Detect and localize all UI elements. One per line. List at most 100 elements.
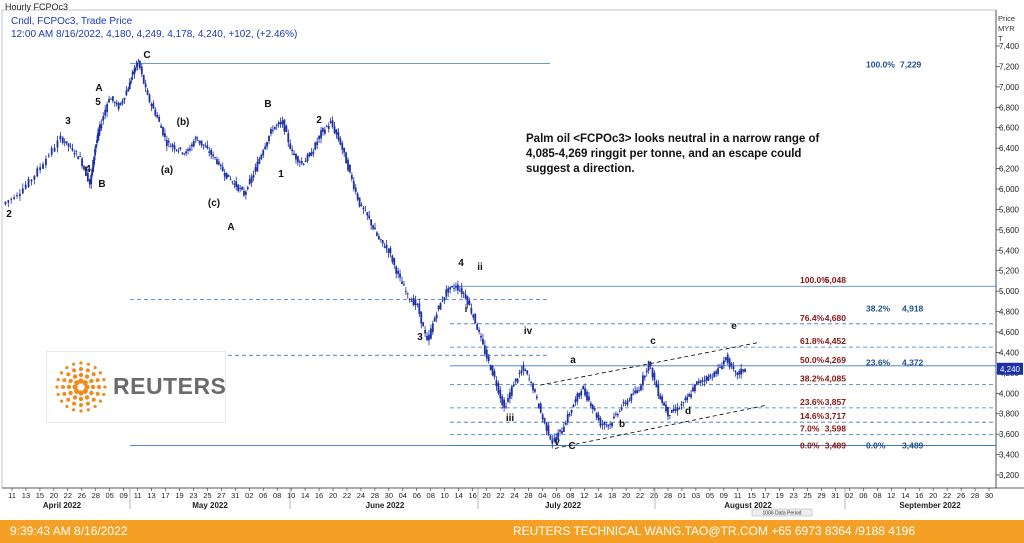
candle-body xyxy=(121,100,124,104)
candle-body xyxy=(418,303,421,315)
y-tick-label: 6,400 xyxy=(999,144,1020,153)
candle-body xyxy=(266,142,268,147)
candle-body xyxy=(414,299,417,306)
footer-contact: REUTERS TECHNICAL WANG.TAO@TR.COM +65 69… xyxy=(513,524,915,538)
fib-right-value: 4,372 xyxy=(902,357,924,367)
candle-body xyxy=(4,201,7,205)
candle-body xyxy=(426,335,428,340)
candle-body xyxy=(539,403,542,413)
y-tick-label: 5,200 xyxy=(999,267,1020,276)
candle-body xyxy=(283,119,286,132)
candle-body xyxy=(110,98,112,100)
candle-body xyxy=(483,345,486,355)
candle-body xyxy=(377,236,380,240)
x-month-label: May 2022 xyxy=(192,501,228,510)
y-tick-label: 3,600 xyxy=(999,430,1020,439)
candle-body xyxy=(281,120,284,125)
candle-body xyxy=(71,148,74,151)
candle-body xyxy=(622,401,625,404)
candle-body xyxy=(692,387,694,392)
y-tick-label: 6,800 xyxy=(999,103,1020,112)
candle-body xyxy=(98,130,100,136)
candle-body xyxy=(466,296,469,305)
wave-label: 3 xyxy=(65,116,71,127)
candle-body xyxy=(597,414,600,420)
candle-body xyxy=(130,77,133,80)
candle-body xyxy=(628,399,631,401)
candle-body xyxy=(325,126,328,128)
candle-body xyxy=(663,402,665,406)
y-tick-label: 3,400 xyxy=(999,451,1020,460)
candle-body xyxy=(370,219,373,226)
candle-body xyxy=(183,153,186,155)
candle-body xyxy=(83,166,85,170)
candle-body xyxy=(298,161,301,163)
candle-body xyxy=(162,126,164,136)
candle-body xyxy=(668,415,671,416)
wave-label: iv xyxy=(524,326,533,337)
candle-body xyxy=(270,129,272,134)
candle-body xyxy=(709,374,712,377)
candle-body xyxy=(572,404,575,408)
candle-body xyxy=(588,396,590,401)
candle-body xyxy=(495,380,498,387)
candle-body xyxy=(160,125,162,128)
candle-body xyxy=(219,164,222,167)
x-tick-label: 22 xyxy=(496,491,504,500)
candle-body xyxy=(372,225,374,229)
x-tick-label: 11 xyxy=(734,491,742,500)
wave-label: B xyxy=(98,179,105,190)
y-tick-label: 6,000 xyxy=(999,185,1020,194)
logo-dot xyxy=(84,374,90,379)
candle-body xyxy=(291,149,294,152)
candle-body xyxy=(318,135,321,140)
x-tick-label: 14 xyxy=(594,491,602,500)
fib-label: 61.8% xyxy=(800,336,825,346)
logo-dot xyxy=(93,365,97,370)
candle-body xyxy=(724,357,727,361)
wave-label: C xyxy=(568,441,575,452)
x-month-label: August 2022 xyxy=(724,501,772,510)
fib-value: 4,085 xyxy=(825,374,847,384)
candle-body xyxy=(200,140,203,146)
candle-body xyxy=(512,385,515,387)
candle-body xyxy=(651,367,654,378)
logo-wordmark: REUTERS xyxy=(113,373,227,399)
candle-body xyxy=(678,408,681,410)
candle-body xyxy=(335,129,338,135)
candle-body xyxy=(308,153,311,157)
candle-body xyxy=(730,363,733,366)
candle-body xyxy=(474,313,477,324)
x-tick-label: 20 xyxy=(929,491,937,500)
candle-body xyxy=(543,418,546,423)
candle-body xyxy=(95,144,97,148)
logo-dot xyxy=(68,390,73,396)
candle-body xyxy=(331,120,334,127)
candle-body xyxy=(667,407,669,417)
candle-body xyxy=(63,141,66,143)
candle-body xyxy=(670,409,673,413)
chart-window: 3,2003,4003,6003,8004,0004,2004,4004,600… xyxy=(1,2,1024,517)
candle-body xyxy=(715,371,718,375)
candle-body xyxy=(557,432,559,440)
candle-body xyxy=(655,381,658,388)
candle-body xyxy=(300,161,303,164)
x-tick-label: 05 xyxy=(706,491,714,500)
candle-body xyxy=(260,154,263,160)
wave-label: (c) xyxy=(208,198,220,209)
candle-body xyxy=(239,187,241,189)
candle-body xyxy=(123,97,126,101)
candle-body xyxy=(86,172,89,182)
candle-body xyxy=(561,431,563,434)
candle-body xyxy=(227,174,230,177)
x-tick-label: 17 xyxy=(161,491,169,500)
candle-body xyxy=(33,175,36,180)
x-tick-label: 05 xyxy=(106,491,114,500)
logo-dot xyxy=(103,385,107,389)
candle-body xyxy=(424,329,427,334)
candle-body xyxy=(383,246,386,248)
logo-dot xyxy=(59,371,64,375)
candle-body xyxy=(198,140,201,144)
candle-body xyxy=(150,103,153,107)
candle-body xyxy=(113,102,116,104)
